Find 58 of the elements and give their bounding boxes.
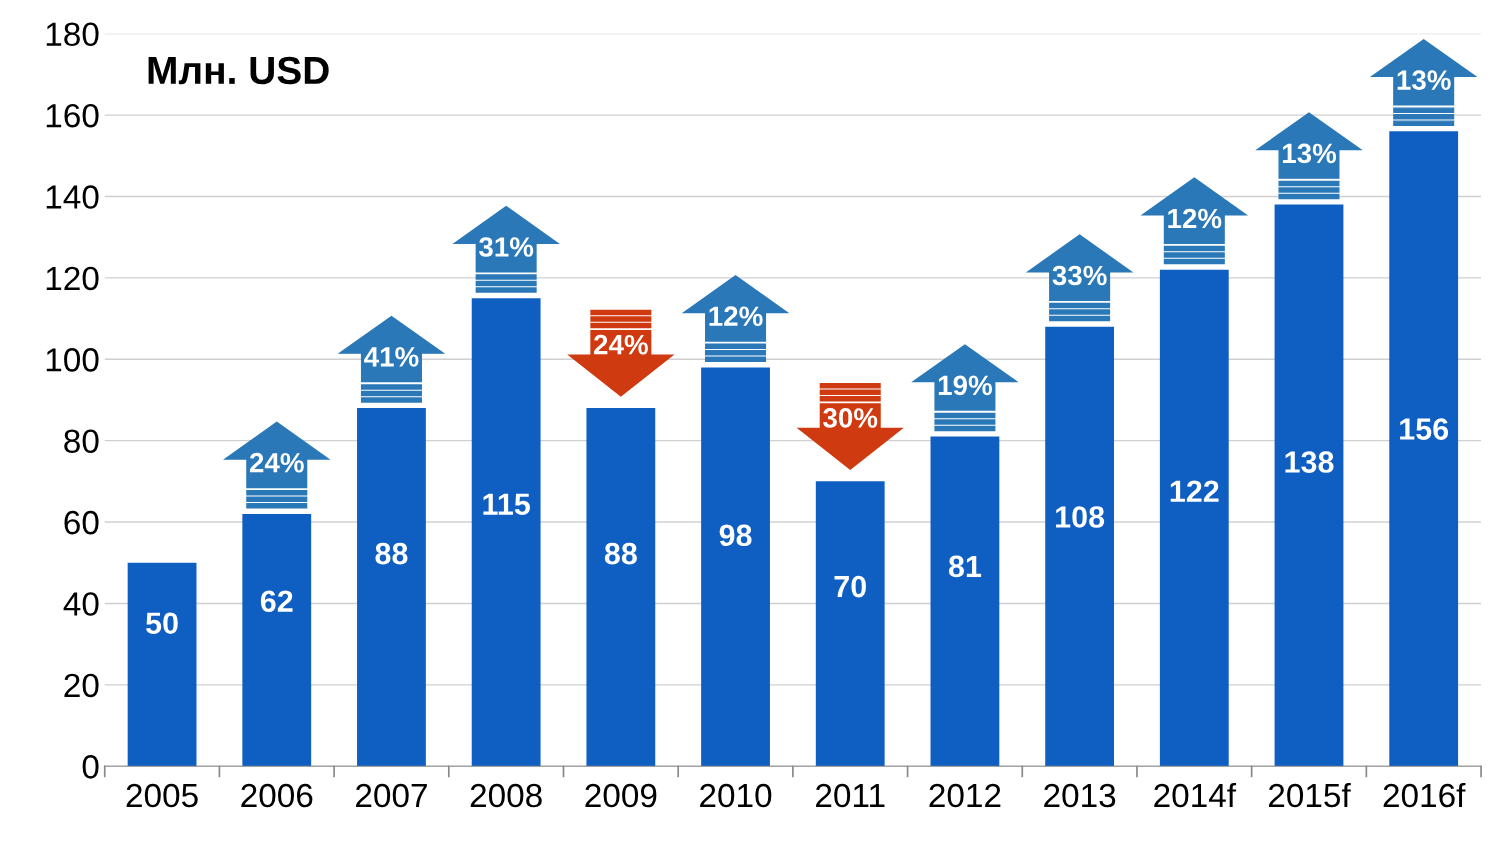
bar	[471, 298, 541, 767]
x-tick-label: 2016f	[1383, 782, 1466, 808]
bar	[930, 436, 1000, 767]
y-tick-label: 120	[46, 266, 99, 291]
x-tick-label: 2014f	[1154, 782, 1237, 808]
annotation: 33%	[1052, 265, 1107, 286]
bar	[1274, 204, 1344, 767]
annotation: 31%	[478, 237, 534, 257]
data-label: 115	[483, 493, 530, 515]
annotation: 24%	[249, 452, 304, 473]
data-label: 88	[604, 542, 637, 565]
bar	[242, 513, 312, 767]
y-tick-label: 180	[46, 22, 99, 47]
data-label: 138	[1285, 451, 1334, 473]
x-tick-label: 2008	[470, 783, 542, 808]
data-label: 81	[948, 555, 982, 578]
bar	[1045, 326, 1115, 767]
data-label: 108	[1056, 506, 1105, 528]
bar	[127, 562, 197, 767]
data-label: 98	[719, 524, 752, 547]
x-tick-label: 2010	[700, 783, 772, 808]
x-tick-label: 2013	[1044, 783, 1116, 808]
annotation: 30%	[823, 408, 878, 428]
data-label: 70	[834, 575, 866, 598]
x-tick-label: 2007	[356, 783, 427, 808]
data-label: 62	[260, 590, 293, 613]
data-label: 122	[1170, 480, 1219, 502]
bar	[1389, 131, 1459, 767]
y-tick-label: 80	[64, 429, 99, 454]
y-tick-label: 140	[46, 185, 99, 209]
y-tick-label: 160	[46, 103, 99, 128]
annotation: 13%	[1397, 70, 1451, 91]
chart-title: Млн. USD	[148, 56, 329, 85]
x-tick-label: 2011	[816, 783, 885, 808]
x-tick-label: 2009	[585, 783, 657, 808]
bar	[701, 367, 770, 767]
y-tick-label: 40	[63, 592, 99, 616]
data-label: 156	[1400, 418, 1449, 440]
y-tick-label: 60	[64, 510, 99, 535]
annotation: 13%	[1282, 143, 1337, 164]
bar	[586, 408, 656, 767]
y-tick-label: 100	[46, 348, 99, 372]
y-tick-label: 20	[64, 673, 99, 698]
annotation: 12%	[709, 306, 763, 326]
annotation: 41%	[364, 347, 419, 367]
data-label: 50	[146, 612, 178, 635]
x-tick-label: 2015f	[1268, 782, 1351, 808]
y-tick-label: 0	[82, 755, 99, 779]
x-tick-label: 2005	[126, 783, 198, 808]
x-tick-label: 2012	[929, 783, 1001, 808]
bar	[1159, 269, 1229, 767]
data-label: 88	[375, 542, 408, 565]
annotation: 12%	[1168, 208, 1222, 229]
bar	[357, 408, 426, 767]
bar	[815, 481, 885, 767]
x-tick-label: 2006	[241, 783, 313, 808]
annotation: 19%	[938, 375, 992, 396]
annotation: 24%	[594, 334, 648, 355]
